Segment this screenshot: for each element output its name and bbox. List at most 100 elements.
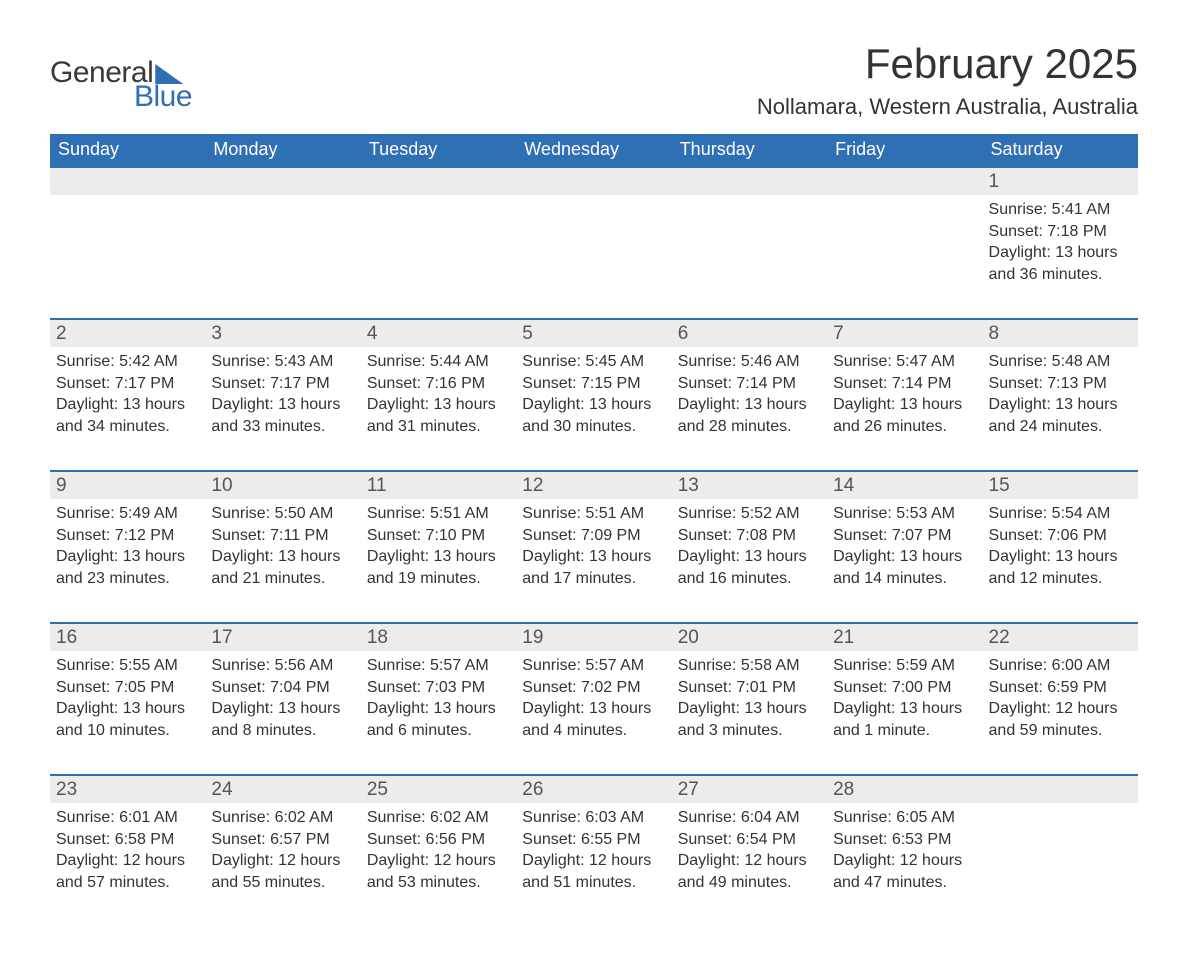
daylight-line: Daylight: 13 hours and 24 minutes. <box>989 394 1132 437</box>
daylight-line: Daylight: 12 hours and 51 minutes. <box>522 850 665 893</box>
day-detail-cell: Sunrise: 6:02 AMSunset: 6:56 PMDaylight:… <box>361 803 516 903</box>
location-subtitle: Nollamara, Western Australia, Australia <box>757 94 1138 120</box>
day-detail-cell: Sunrise: 6:00 AMSunset: 6:59 PMDaylight:… <box>983 651 1138 751</box>
day-number-cell: 25 <box>361 775 516 803</box>
daylight-line: Daylight: 12 hours and 55 minutes. <box>211 850 354 893</box>
day-number-cell: 15 <box>983 471 1138 499</box>
sunrise-line: Sunrise: 5:46 AM <box>678 351 821 373</box>
sunrise-line: Sunrise: 6:03 AM <box>522 807 665 829</box>
sunrise-line: Sunrise: 5:42 AM <box>56 351 199 373</box>
week-daynum-row: 2345678 <box>50 319 1138 347</box>
day-detail-cell <box>361 195 516 295</box>
daylight-line: Daylight: 13 hours and 34 minutes. <box>56 394 199 437</box>
calendar-table: Sunday Monday Tuesday Wednesday Thursday… <box>50 134 1138 903</box>
daylight-line: Daylight: 13 hours and 30 minutes. <box>522 394 665 437</box>
day-number-cell: 3 <box>205 319 360 347</box>
day-detail-cell: Sunrise: 5:51 AMSunset: 7:09 PMDaylight:… <box>516 499 671 599</box>
day-number-cell: 19 <box>516 623 671 651</box>
sunrise-line: Sunrise: 5:53 AM <box>833 503 976 525</box>
week-separator <box>50 751 1138 775</box>
sunrise-line: Sunrise: 5:54 AM <box>989 503 1132 525</box>
daylight-line: Daylight: 12 hours and 53 minutes. <box>367 850 510 893</box>
sunset-line: Sunset: 7:07 PM <box>833 525 976 547</box>
sunset-line: Sunset: 7:05 PM <box>56 677 199 699</box>
sunset-line: Sunset: 7:14 PM <box>678 373 821 395</box>
week-detail-row: Sunrise: 5:55 AMSunset: 7:05 PMDaylight:… <box>50 651 1138 751</box>
sunrise-line: Sunrise: 5:49 AM <box>56 503 199 525</box>
brand-logo: General Blue <box>50 58 192 114</box>
day-detail-cell: Sunrise: 6:05 AMSunset: 6:53 PMDaylight:… <box>827 803 982 903</box>
day-number-cell <box>50 167 205 195</box>
day-detail-cell: Sunrise: 5:54 AMSunset: 7:06 PMDaylight:… <box>983 499 1138 599</box>
day-number-cell: 1 <box>983 167 1138 195</box>
day-detail-cell: Sunrise: 5:52 AMSunset: 7:08 PMDaylight:… <box>672 499 827 599</box>
sunset-line: Sunset: 7:09 PM <box>522 525 665 547</box>
day-header: Friday <box>827 134 982 167</box>
day-number-cell: 27 <box>672 775 827 803</box>
day-number-cell: 13 <box>672 471 827 499</box>
day-number-cell: 12 <box>516 471 671 499</box>
day-detail-cell: Sunrise: 5:45 AMSunset: 7:15 PMDaylight:… <box>516 347 671 447</box>
daylight-line: Daylight: 13 hours and 8 minutes. <box>211 698 354 741</box>
sunset-line: Sunset: 7:16 PM <box>367 373 510 395</box>
sunrise-line: Sunrise: 6:04 AM <box>678 807 821 829</box>
day-header-row: Sunday Monday Tuesday Wednesday Thursday… <box>50 134 1138 167</box>
day-number-cell: 22 <box>983 623 1138 651</box>
day-number-cell: 9 <box>50 471 205 499</box>
day-detail-cell <box>983 803 1138 903</box>
day-header: Monday <box>205 134 360 167</box>
day-number-cell <box>516 167 671 195</box>
sunset-line: Sunset: 6:56 PM <box>367 829 510 851</box>
day-detail-cell: Sunrise: 6:01 AMSunset: 6:58 PMDaylight:… <box>50 803 205 903</box>
day-detail-cell: Sunrise: 5:59 AMSunset: 7:00 PMDaylight:… <box>827 651 982 751</box>
week-daynum-row: 16171819202122 <box>50 623 1138 651</box>
week-detail-row: Sunrise: 5:41 AMSunset: 7:18 PMDaylight:… <box>50 195 1138 295</box>
sunrise-line: Sunrise: 5:57 AM <box>522 655 665 677</box>
day-detail-cell: Sunrise: 5:53 AMSunset: 7:07 PMDaylight:… <box>827 499 982 599</box>
day-detail-cell: Sunrise: 5:57 AMSunset: 7:03 PMDaylight:… <box>361 651 516 751</box>
daylight-line: Daylight: 12 hours and 47 minutes. <box>833 850 976 893</box>
sunset-line: Sunset: 7:02 PM <box>522 677 665 699</box>
daylight-line: Daylight: 13 hours and 33 minutes. <box>211 394 354 437</box>
daylight-line: Daylight: 12 hours and 49 minutes. <box>678 850 821 893</box>
sunset-line: Sunset: 7:11 PM <box>211 525 354 547</box>
sunrise-line: Sunrise: 5:51 AM <box>522 503 665 525</box>
daylight-line: Daylight: 13 hours and 17 minutes. <box>522 546 665 589</box>
day-number-cell: 26 <box>516 775 671 803</box>
sunset-line: Sunset: 7:18 PM <box>989 221 1132 243</box>
daylight-line: Daylight: 13 hours and 12 minutes. <box>989 546 1132 589</box>
sunrise-line: Sunrise: 5:48 AM <box>989 351 1132 373</box>
daylight-line: Daylight: 13 hours and 31 minutes. <box>367 394 510 437</box>
sunrise-line: Sunrise: 5:45 AM <box>522 351 665 373</box>
week-separator <box>50 447 1138 471</box>
sunrise-line: Sunrise: 5:58 AM <box>678 655 821 677</box>
day-detail-cell: Sunrise: 6:04 AMSunset: 6:54 PMDaylight:… <box>672 803 827 903</box>
day-detail-cell: Sunrise: 5:50 AMSunset: 7:11 PMDaylight:… <box>205 499 360 599</box>
daylight-line: Daylight: 13 hours and 28 minutes. <box>678 394 821 437</box>
sunset-line: Sunset: 7:13 PM <box>989 373 1132 395</box>
sunset-line: Sunset: 7:04 PM <box>211 677 354 699</box>
sunrise-line: Sunrise: 5:59 AM <box>833 655 976 677</box>
day-detail-cell: Sunrise: 5:49 AMSunset: 7:12 PMDaylight:… <box>50 499 205 599</box>
daylight-line: Daylight: 13 hours and 6 minutes. <box>367 698 510 741</box>
day-detail-cell: Sunrise: 5:51 AMSunset: 7:10 PMDaylight:… <box>361 499 516 599</box>
week-daynum-row: 232425262728 <box>50 775 1138 803</box>
week-daynum-row: 1 <box>50 167 1138 195</box>
day-detail-cell: Sunrise: 5:58 AMSunset: 7:01 PMDaylight:… <box>672 651 827 751</box>
daylight-line: Daylight: 13 hours and 10 minutes. <box>56 698 199 741</box>
sunset-line: Sunset: 7:03 PM <box>367 677 510 699</box>
sunrise-line: Sunrise: 5:47 AM <box>833 351 976 373</box>
calendar-page: General Blue February 2025 Nollamara, We… <box>0 0 1188 953</box>
sunset-line: Sunset: 7:15 PM <box>522 373 665 395</box>
sunset-line: Sunset: 7:17 PM <box>211 373 354 395</box>
day-detail-cell <box>205 195 360 295</box>
sunset-line: Sunset: 7:01 PM <box>678 677 821 699</box>
sunrise-line: Sunrise: 5:52 AM <box>678 503 821 525</box>
day-number-cell: 8 <box>983 319 1138 347</box>
sunrise-line: Sunrise: 5:56 AM <box>211 655 354 677</box>
logo-top-row: General <box>50 58 183 88</box>
sunset-line: Sunset: 6:54 PM <box>678 829 821 851</box>
sunset-line: Sunset: 7:00 PM <box>833 677 976 699</box>
day-header: Thursday <box>672 134 827 167</box>
day-number-cell <box>983 775 1138 803</box>
